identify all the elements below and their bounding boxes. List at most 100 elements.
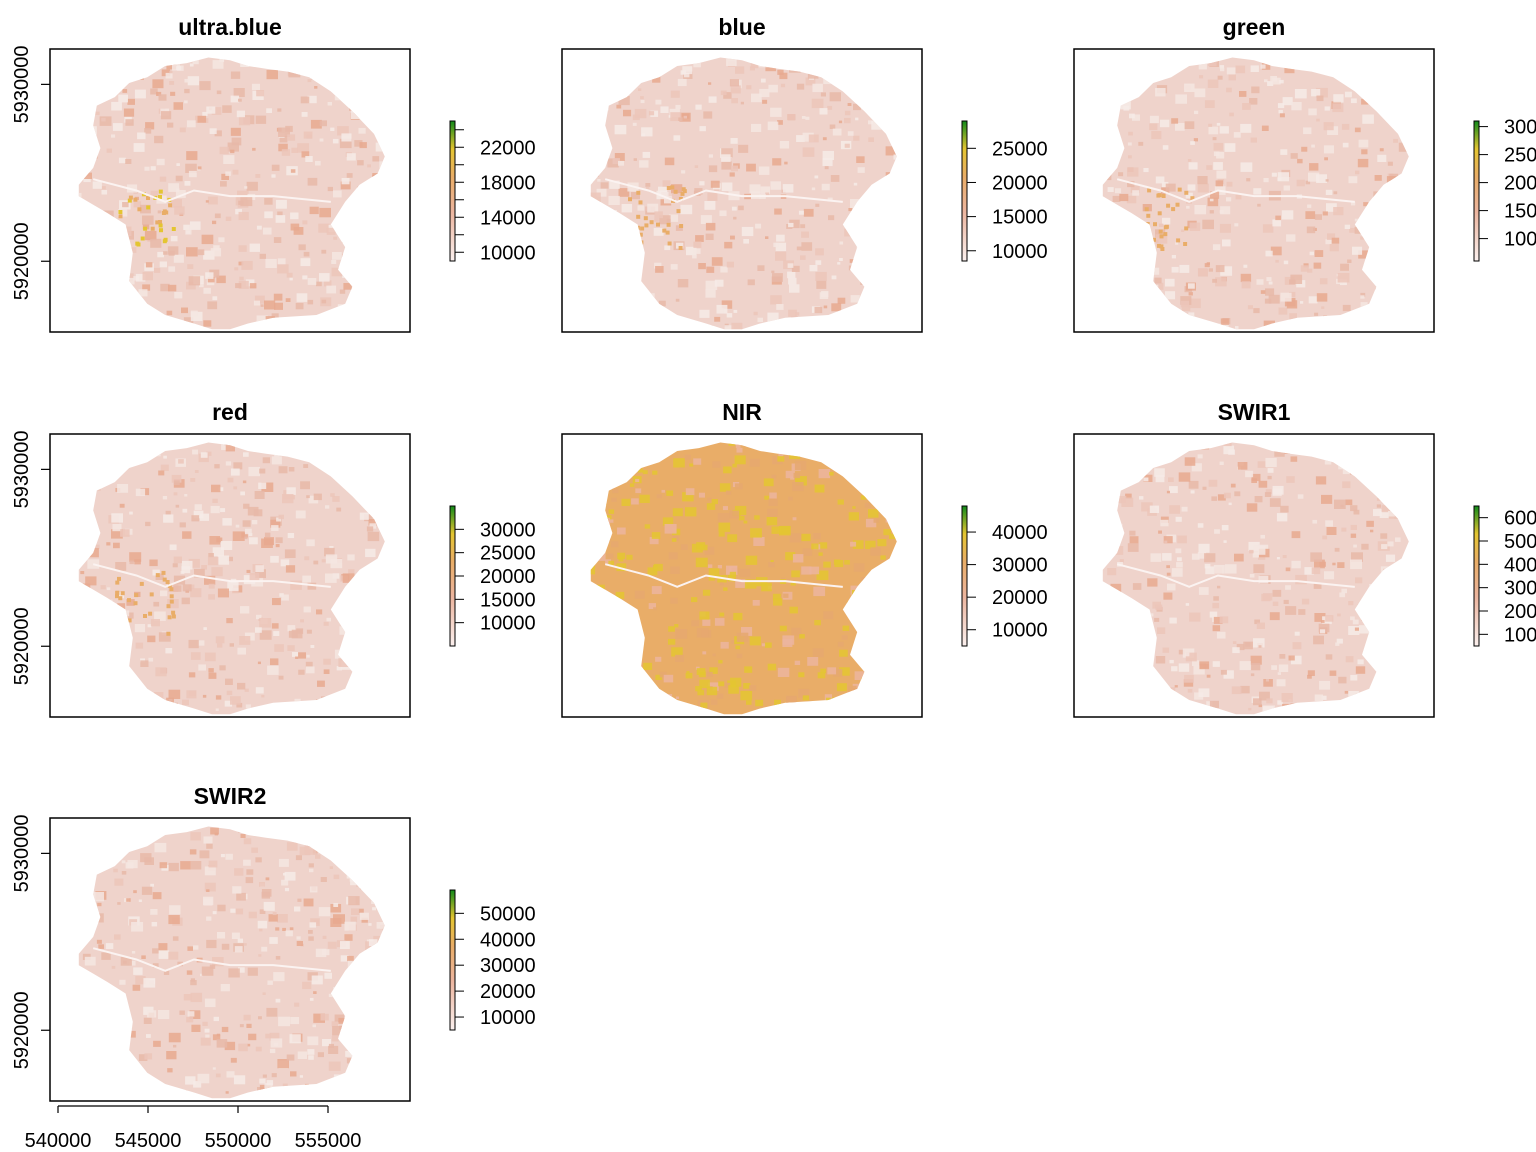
map-pixel-cluster — [1163, 592, 1173, 600]
map-pixel-cluster — [1163, 689, 1167, 692]
map-pixel-cluster — [1410, 177, 1414, 180]
map-pixel-cluster — [1197, 183, 1209, 193]
map-pixel-cluster — [1366, 703, 1376, 711]
map-pixel-cluster — [100, 454, 111, 463]
map-pixel-cluster — [82, 892, 88, 897]
map-pixel-cluster — [192, 945, 199, 950]
map-pixel-cluster — [125, 639, 130, 644]
map-pixel-cluster — [1163, 706, 1176, 715]
map-pixel-cluster — [1284, 65, 1295, 74]
map-pixel-cluster — [145, 122, 155, 130]
map-pixel-cluster — [1322, 535, 1328, 540]
map-pixel-cluster — [378, 1012, 385, 1019]
map-pixel-cluster — [798, 672, 805, 678]
map-pixel-cluster — [901, 226, 910, 233]
map-pixel-cluster — [788, 309, 797, 317]
map-pixel-cluster — [367, 486, 380, 496]
map-pixel-cluster — [202, 111, 208, 117]
map-pixel-cluster — [1116, 463, 1124, 469]
map-pixel-cluster — [1395, 537, 1401, 542]
map-pixel-cluster — [616, 104, 622, 109]
map-pixel-cluster — [670, 112, 682, 122]
map-pixel-cluster — [675, 298, 680, 302]
map-pixel-cluster — [149, 1094, 156, 1099]
map-pixel-cluster — [832, 128, 842, 136]
map-pixel-cluster — [289, 927, 294, 931]
map-pixel-cluster — [887, 653, 894, 658]
map-pixel-cluster — [85, 576, 97, 586]
map-pixel-cluster — [1135, 62, 1142, 67]
map-pixel-cluster — [1360, 236, 1365, 240]
map-pixel-cluster — [743, 520, 748, 524]
map-pixel-cluster — [120, 1020, 132, 1029]
map-pixel-cluster — [382, 856, 385, 860]
map-pixel-cluster — [122, 999, 127, 1002]
map-pixel-cluster — [1110, 502, 1114, 505]
map-pixel-cluster — [599, 140, 607, 147]
map-pixel-cluster — [345, 973, 354, 981]
map-pixel-cluster — [1211, 496, 1217, 501]
map-pixel-cluster — [1394, 627, 1406, 637]
map-pixel-cluster — [819, 542, 828, 549]
map-hotspot — [1175, 202, 1180, 207]
map-pixel-cluster — [217, 643, 223, 648]
map-pixel-cluster — [1129, 113, 1135, 119]
map-pixel-cluster — [1179, 264, 1190, 273]
map-pixel-cluster — [1229, 112, 1234, 117]
map-hotspot — [166, 604, 171, 609]
map-pixel-cluster — [1212, 137, 1217, 141]
map-pixel-cluster — [208, 672, 217, 679]
map-pixel-cluster — [129, 552, 142, 562]
map-pixel-cluster — [1321, 695, 1327, 700]
map-pixel-cluster — [262, 992, 266, 995]
map-pixel-cluster — [718, 531, 725, 537]
map-pixel-cluster — [744, 442, 749, 447]
map-pixel-cluster — [199, 81, 211, 91]
map-hotspot — [1159, 234, 1164, 239]
map-pixel-cluster — [168, 284, 177, 292]
map-pixel-cluster — [1212, 278, 1217, 283]
map-pixel-cluster — [186, 151, 198, 161]
map-pixel-cluster — [349, 102, 361, 111]
map-pixel-cluster — [125, 1052, 131, 1057]
map-pixel-cluster — [1332, 319, 1340, 325]
map-pixel-cluster — [114, 878, 124, 886]
river-line — [92, 563, 331, 588]
y-tick-label: 5930000 — [11, 430, 33, 508]
map-pixel-cluster — [802, 132, 814, 142]
map-pixel-cluster — [654, 211, 663, 219]
map-pixel-cluster — [861, 677, 873, 687]
map-hotspot — [1153, 222, 1157, 227]
map-pixel-cluster — [308, 936, 314, 941]
map-pixel-cluster — [80, 115, 90, 123]
map-pixel-cluster — [1267, 475, 1272, 480]
map-pixel-cluster — [78, 91, 82, 96]
map-pixel-cluster — [1308, 108, 1317, 116]
map-pixel-cluster — [717, 565, 722, 569]
map-pixel-cluster — [87, 668, 95, 675]
map-pixel-cluster — [308, 1055, 314, 1060]
map-pixel-cluster — [336, 666, 342, 671]
map-pixel-cluster — [593, 604, 603, 612]
map-pixel-cluster — [1112, 195, 1121, 202]
y-tick-label: 5920000 — [11, 222, 33, 300]
map-pixel-cluster — [308, 495, 319, 504]
map-pixel-cluster — [616, 227, 624, 233]
map-pixel-cluster — [699, 679, 710, 689]
map-pixel-cluster — [880, 676, 891, 686]
map-pixel-cluster — [640, 100, 645, 104]
map-pixel-cluster — [126, 612, 134, 619]
map-pixel-cluster — [344, 66, 353, 74]
map-pixel-cluster — [314, 86, 318, 89]
map-pixel-cluster — [1139, 496, 1144, 500]
map-pixel-cluster — [1308, 296, 1318, 304]
map-pixel-cluster — [1250, 655, 1262, 665]
map-pixel-cluster — [285, 298, 291, 302]
map-pixel-cluster — [231, 932, 240, 939]
map-pixel-cluster — [202, 1021, 208, 1026]
map-pixel-cluster — [1188, 283, 1195, 289]
map-pixel-cluster — [1226, 181, 1233, 187]
map-pixel-cluster — [357, 160, 364, 166]
map-pixel-cluster — [1263, 178, 1269, 183]
map-pixel-cluster — [669, 320, 676, 326]
